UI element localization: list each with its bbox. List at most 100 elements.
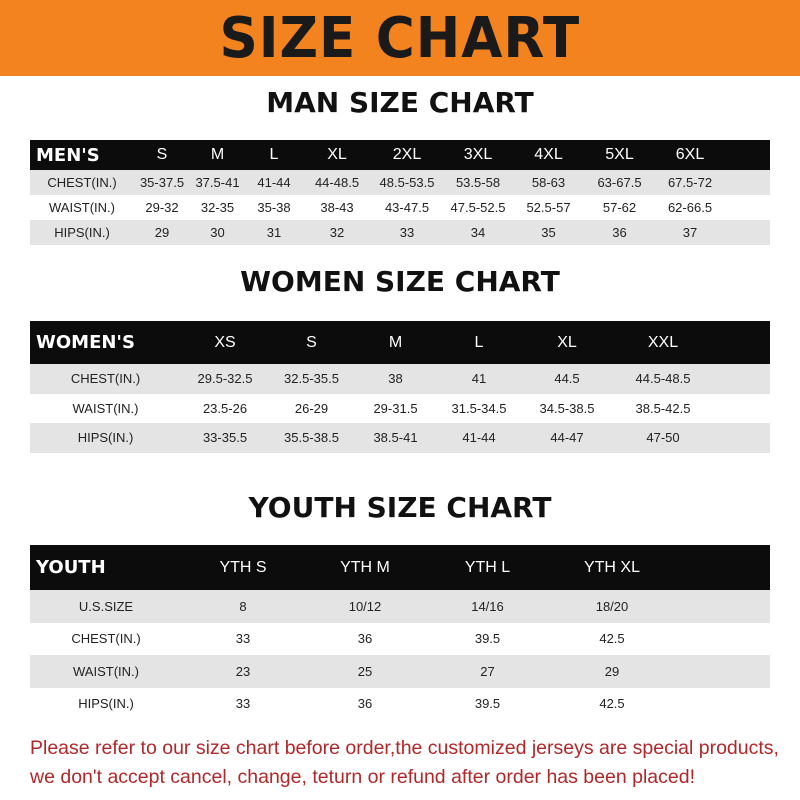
table-cell: 29.5-32.5 (197, 371, 253, 387)
banner: SIZE CHART (0, 0, 800, 76)
size-header: 4XL (534, 146, 563, 163)
table-cell: 31.5-34.5 (451, 400, 507, 416)
table-cell: 33 (235, 696, 251, 712)
table-cell: 18/20 (595, 598, 629, 614)
table-cell: 34.5-38.5 (539, 400, 595, 416)
table-cell: 14/16 (471, 598, 504, 614)
table-cell: 35-37.5 (139, 175, 185, 190)
measurement-label: HIPS(IN.) (78, 696, 134, 712)
size-header: 3XL (463, 146, 493, 163)
table-cell: 41 (471, 371, 487, 387)
disclaimer-line-1: Please refer to our size chart before or… (30, 737, 779, 759)
measurement-label: CHEST(IN.) (47, 175, 117, 190)
size-header: YTH L (464, 558, 511, 576)
table-cell: 29 (154, 225, 170, 240)
table-label: YOUTH (36, 557, 106, 578)
table-cell: 41-44 (462, 430, 496, 446)
table-cell: 53.5-58 (455, 175, 501, 190)
table-cell: 31 (266, 225, 282, 240)
table-cell: 47.5-52.5 (450, 200, 506, 215)
measurement-label: HIPS(IN.) (77, 430, 134, 446)
table-cell: 36 (357, 631, 373, 647)
table-cell: 26-29 (294, 400, 329, 416)
table-cell: 62-66.5 (667, 200, 713, 215)
size-header: M (388, 333, 403, 351)
measurement-label: WAIST(IN.) (72, 400, 139, 416)
measurement-label: CHEST(IN.) (71, 631, 141, 647)
table-cell: 33-35.5 (202, 430, 248, 446)
table-cell: 27 (480, 663, 495, 679)
size-header: S (156, 146, 168, 163)
table-cell: 34 (470, 225, 486, 240)
banner-title: SIZE CHART (219, 5, 581, 71)
size-header: XL (327, 146, 347, 163)
table-cell: 63-67.5 (597, 175, 642, 190)
disclaimer-note: Please refer to our size chart before or… (30, 734, 790, 792)
table-cell: 67.5-72 (667, 175, 713, 190)
table-cell: 33 (235, 631, 251, 647)
measurement-label: CHEST(IN.) (70, 371, 141, 387)
size-header: L (474, 333, 484, 351)
measurement-label: HIPS(IN.) (54, 225, 110, 240)
measurement-label: WAIST(IN.) (73, 663, 139, 679)
table-row: U.S.SIZE 8 10/12 14/16 18/20 (30, 590, 770, 623)
table-cell: 36 (357, 696, 373, 712)
table-cell: 37 (682, 225, 698, 240)
disclaimer-line-2: we don't accept cancel, change, teturn o… (30, 766, 695, 788)
table-cell: 41-44 (257, 175, 291, 190)
size-header: XL (557, 333, 577, 351)
table-cell: 32.5-35.5 (284, 371, 339, 387)
table-cell: 29-32 (145, 200, 179, 215)
table-cell: 44.5-48.5 (635, 371, 691, 387)
youth-header-row: YOUTH YTH S YTH M YTH L YTH XL (30, 545, 770, 590)
table-cell: 57-62 (602, 200, 637, 215)
table-row: HIPS(IN.) 33-35.5 35.5-38.5 38.5-41 41-44 44-… (30, 423, 770, 453)
men-title: MAN SIZE CHART (266, 86, 534, 119)
size-header: XS (214, 333, 236, 351)
table-cell: 37.5-41 (195, 175, 240, 190)
youth-title: YOUTH SIZE CHART (248, 491, 552, 524)
measurement-label: WAIST(IN.) (49, 200, 115, 215)
table-cell: 39.5 (474, 631, 501, 647)
men-size-table: MEN'S S M L XL 2XL 3XL 4XL 5XL 6XL CHEST(IN.) 35-37… (30, 140, 770, 245)
table-cell: 32-35 (200, 200, 235, 215)
table-label: WOMEN'S (36, 332, 135, 353)
table-cell: 23 (235, 663, 251, 679)
size-header: YTH XL (583, 558, 640, 576)
table-cell: 58-63 (531, 175, 566, 190)
table-row: WAIST(IN.) 23 25 27 29 (30, 655, 770, 688)
size-header: 5XL (605, 146, 634, 163)
table-cell: 36 (612, 225, 627, 240)
table-row: CHEST(IN.) 35-37.5 37.5-41 41-44 44-48.5 48.5… (30, 170, 770, 195)
size-header: 6XL (675, 146, 705, 163)
size-header: S (306, 333, 317, 351)
women-size-table: WOMEN'S XS S M L XL XXL CHEST(IN.) 29.5-32.5 32.5… (30, 321, 770, 453)
table-label: MEN'S (36, 144, 100, 166)
table-cell: 44.5 (554, 371, 580, 387)
women-header-row: WOMEN'S XS S M L XL XXL (30, 321, 770, 364)
table-cell: 33 (399, 225, 415, 240)
table-cell: 43-47.5 (384, 200, 430, 215)
size-header: XXL (647, 333, 679, 351)
table-cell: 30 (210, 225, 225, 240)
table-cell: 44-47 (550, 430, 584, 446)
table-cell: 38.5-42.5 (635, 400, 691, 416)
table-cell: 38.5-41 (373, 430, 418, 446)
women-title: WOMEN SIZE CHART (240, 265, 560, 298)
table-cell: 39.5 (474, 696, 501, 712)
table-row: HIPS(IN.) 33 36 39.5 42.5 (30, 687, 770, 720)
table-cell: 23.5-26 (202, 400, 248, 416)
table-cell: 25 (357, 663, 373, 679)
table-cell: 10/12 (348, 598, 382, 614)
table-cell: 38 (388, 371, 403, 387)
youth-size-table: YOUTH YTH S YTH M YTH L YTH XL U.S.SIZE 8 10/12… (30, 545, 770, 720)
table-cell: 35 (541, 225, 556, 240)
table-cell: 42.5 (599, 696, 625, 712)
size-header: YTH S (219, 558, 267, 576)
table-cell: 42.5 (599, 631, 625, 647)
size-header: 2XL (392, 146, 422, 163)
table-row: CHEST(IN.) 29.5-32.5 32.5-35.5 38 41 44.5 44.5… (30, 364, 770, 394)
table-cell: 38-43 (320, 200, 354, 215)
table-cell: 35.5-38.5 (284, 430, 339, 446)
table-cell: 35-38 (257, 200, 291, 215)
